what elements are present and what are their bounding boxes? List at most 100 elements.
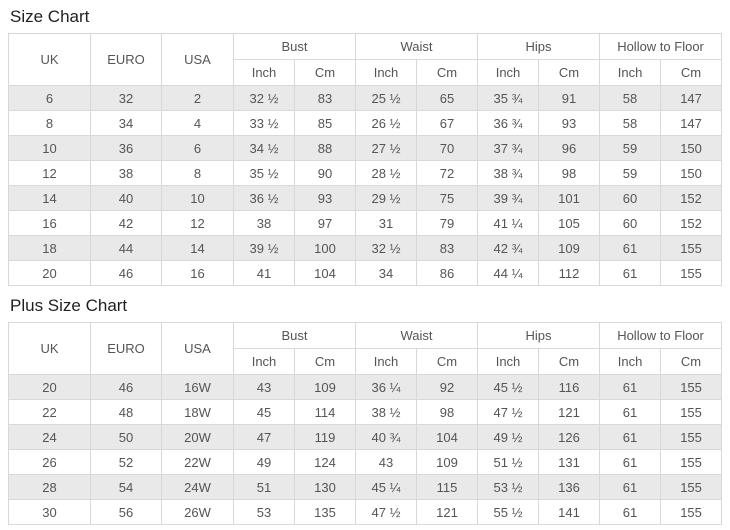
table-cell: 36 ¼	[355, 374, 418, 400]
table-cell: 12	[161, 210, 234, 236]
table-cell: 43	[355, 449, 418, 475]
table-cell: 121	[416, 499, 479, 525]
table-cell: 36 ¾	[477, 110, 540, 136]
table-cell: 65	[416, 85, 479, 111]
table-cell: 60	[599, 185, 662, 211]
table-cell: 31	[355, 210, 418, 236]
col-group-bust: Bust	[232, 33, 357, 60]
table-cell: 61	[599, 474, 662, 500]
table-cell: 150	[660, 135, 723, 161]
table-cell: 42	[90, 210, 162, 236]
table-cell: 38	[90, 160, 162, 186]
col-header-hollow-inch: Inch	[599, 59, 662, 86]
table-cell: 96	[538, 135, 601, 161]
table-cell: 121	[538, 399, 601, 425]
table-cell: 45	[233, 399, 295, 425]
table-cell: 104	[416, 424, 479, 450]
table-cell: 10	[8, 135, 91, 161]
col-header-bust-cm: Cm	[293, 59, 357, 86]
table-cell: 38	[233, 210, 295, 236]
col-header-waist-inch: Inch	[355, 59, 418, 86]
table-cell: 109	[416, 449, 479, 475]
table-cell: 36	[90, 135, 162, 161]
table-cell: 100	[293, 235, 357, 261]
table-cell: 147	[660, 85, 723, 111]
table-cell: 32	[90, 85, 162, 111]
table-cell: 20W	[161, 424, 234, 450]
table-cell: 109	[293, 374, 357, 400]
table-cell: 32 ½	[355, 235, 418, 261]
size-chart-table: UK EURO USA Bust Waist Hips Hollow to Fl…	[8, 33, 723, 286]
table-header-unit-row: Inch Cm Inch Cm Inch Cm Inch Cm	[9, 348, 723, 375]
table-cell: 49	[233, 449, 295, 475]
col-group-bust: Bust	[232, 322, 357, 349]
table-cell: 16	[8, 210, 91, 236]
col-group-waist: Waist	[355, 33, 479, 60]
col-header-bust-inch: Inch	[233, 348, 295, 375]
col-header-euro: EURO	[90, 322, 162, 375]
table-cell: 47	[233, 424, 295, 450]
table-cell: 38 ½	[355, 399, 418, 425]
col-header-hollow-inch: Inch	[599, 348, 662, 375]
table-row: 12 38 8 35 ½ 90 28 ½ 72 38 ¾ 98 59 150	[8, 160, 723, 186]
table-cell: 28 ½	[355, 160, 418, 186]
table-cell: 45 ¼	[355, 474, 418, 500]
table-cell: 155	[660, 374, 723, 400]
table-cell: 136	[538, 474, 601, 500]
table-cell: 6	[161, 135, 234, 161]
col-header-euro: EURO	[90, 33, 162, 86]
table-header-group-row: UK EURO USA Bust Waist Hips Hollow to Fl…	[8, 322, 723, 375]
table-cell: 116	[538, 374, 601, 400]
table-cell: 150	[660, 160, 723, 186]
table-cell: 26 ½	[355, 110, 418, 136]
col-group-hips: Hips	[477, 33, 601, 60]
table-cell: 39 ½	[233, 235, 295, 261]
table-cell: 61	[599, 449, 662, 475]
table-cell: 112	[538, 260, 601, 286]
table-cell: 152	[660, 185, 723, 211]
table-cell: 37 ¾	[477, 135, 540, 161]
table-cell: 98	[538, 160, 601, 186]
table-cell: 92	[416, 374, 479, 400]
col-group-hollow-to-floor: Hollow to Floor	[599, 33, 723, 60]
col-header-hips-cm: Cm	[538, 59, 601, 86]
table-cell: 29 ½	[355, 185, 418, 211]
table-row: 18 44 14 39 ½ 100 32 ½ 83 42 ¾ 109 61 155	[8, 235, 723, 261]
table-row: 20 46 16W 43 109 36 ¼ 92 45 ½ 116 61 155	[8, 374, 723, 400]
table-cell: 93	[293, 185, 357, 211]
table-cell: 38 ¾	[477, 160, 540, 186]
col-header-bust-inch: Inch	[233, 59, 295, 86]
table-cell: 59	[599, 160, 662, 186]
table-cell: 98	[416, 399, 479, 425]
table-cell: 42 ¾	[477, 235, 540, 261]
table-cell: 53 ½	[477, 474, 540, 500]
table-cell: 26W	[161, 499, 234, 525]
table-cell: 39 ¾	[477, 185, 540, 211]
table-cell: 8	[8, 110, 91, 136]
table-cell: 44 ¼	[477, 260, 540, 286]
table-cell: 126	[538, 424, 601, 450]
table-cell: 59	[599, 135, 662, 161]
table-cell: 109	[538, 235, 601, 261]
plus-size-chart-table: UK EURO USA Bust Waist Hips Hollow to Fl…	[8, 322, 723, 525]
table-header-unit-row: Inch Cm Inch Cm Inch Cm Inch Cm	[9, 59, 723, 86]
table-cell: 55 ½	[477, 499, 540, 525]
col-header-hips-cm: Cm	[538, 348, 601, 375]
table-cell: 36 ½	[233, 185, 295, 211]
table-cell: 52	[90, 449, 162, 475]
table-cell: 114	[293, 399, 357, 425]
table-cell: 24	[8, 424, 91, 450]
table-cell: 105	[538, 210, 601, 236]
table-cell: 58	[599, 110, 662, 136]
table-cell: 97	[293, 210, 357, 236]
col-header-waist-cm: Cm	[416, 59, 479, 86]
table-cell: 147	[660, 110, 723, 136]
col-header-usa: USA	[161, 33, 234, 86]
table-cell: 18	[8, 235, 91, 261]
table-cell: 70	[416, 135, 479, 161]
table-cell: 83	[293, 85, 357, 111]
table-cell: 16	[161, 260, 234, 286]
table-cell: 58	[599, 85, 662, 111]
table-cell: 155	[660, 424, 723, 450]
